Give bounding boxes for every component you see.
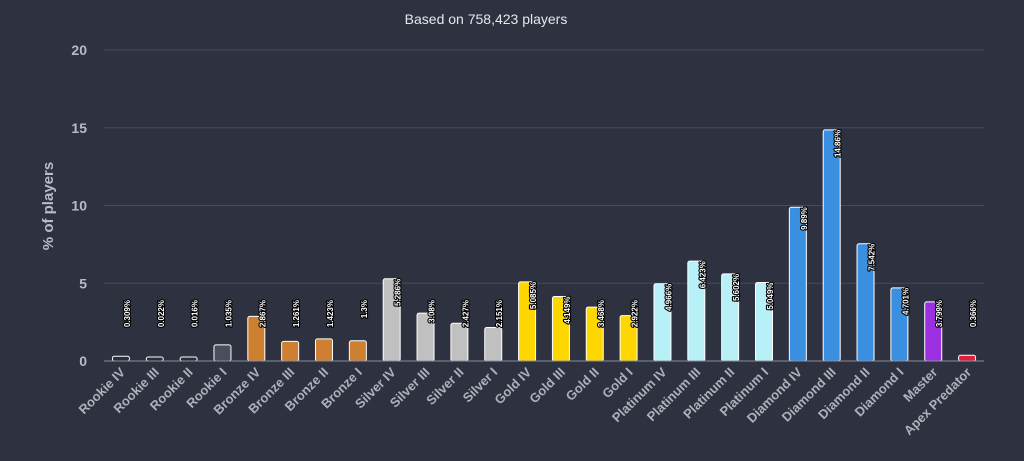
bars <box>111 129 977 362</box>
data-labels: 0.309% 0.022% 0.016% 1.035% 2.867% 1.261% 1.42… <box>122 129 979 328</box>
x-tick-label: Gold IV <box>491 364 534 407</box>
data-label: 1.261% <box>292 300 301 327</box>
y-axis-label: % of players <box>40 162 57 250</box>
bar <box>315 338 333 362</box>
data-label: 0.309% <box>123 300 132 327</box>
data-label: 5.286% <box>394 279 403 306</box>
data-label: 1.423% <box>326 300 335 327</box>
data-label: 0.022% <box>157 300 166 327</box>
data-label: 0.366% <box>969 300 978 327</box>
bar <box>111 355 130 362</box>
y-tick-label: 10 <box>71 198 87 214</box>
data-label: 2.151% <box>495 300 504 327</box>
data-label: 2.867% <box>258 300 267 327</box>
data-label: 4.966% <box>664 284 673 311</box>
data-label: 4.701% <box>901 288 910 315</box>
data-label: 3.799% <box>935 300 944 327</box>
bar <box>958 354 977 362</box>
bar <box>281 340 300 362</box>
x-tick-label: Gold III <box>526 365 568 407</box>
x-tick-label: Silver II <box>423 365 466 408</box>
bar <box>484 327 503 362</box>
data-label: 7.542% <box>868 244 877 271</box>
gridlines <box>104 49 984 284</box>
data-label: 9.89% <box>800 207 809 230</box>
bar <box>145 356 164 362</box>
y-tick-label: 0 <box>79 353 87 369</box>
y-tick-label: 20 <box>71 42 87 58</box>
chart-subtitle: Based on 758,423 players <box>405 11 568 27</box>
data-label: 1.3% <box>360 300 369 318</box>
data-label: 14.86% <box>834 130 843 157</box>
y-tick-label: 5 <box>79 275 87 291</box>
data-label: 0.016% <box>191 300 200 327</box>
data-label: 1.035% <box>224 300 233 327</box>
bar <box>179 356 198 362</box>
bar <box>213 344 232 362</box>
data-label: 6.423% <box>698 261 707 288</box>
bar <box>822 129 841 362</box>
data-label: 4.149% <box>563 296 572 323</box>
bar <box>450 322 469 362</box>
data-label: 3.08% <box>428 300 437 323</box>
bar <box>348 340 367 362</box>
data-label: 2.922% <box>631 300 640 327</box>
data-label: 5.085% <box>529 282 538 309</box>
y-axis-ticks: 0 5 10 15 20 <box>71 42 87 369</box>
data-label: 5.602% <box>732 274 741 301</box>
y-tick-label: 15 <box>71 120 87 136</box>
data-label: 3.468% <box>597 300 606 327</box>
x-tick-label: Gold II <box>563 365 602 404</box>
data-label: 2.427% <box>461 300 470 327</box>
data-label: 5.049% <box>766 282 775 309</box>
